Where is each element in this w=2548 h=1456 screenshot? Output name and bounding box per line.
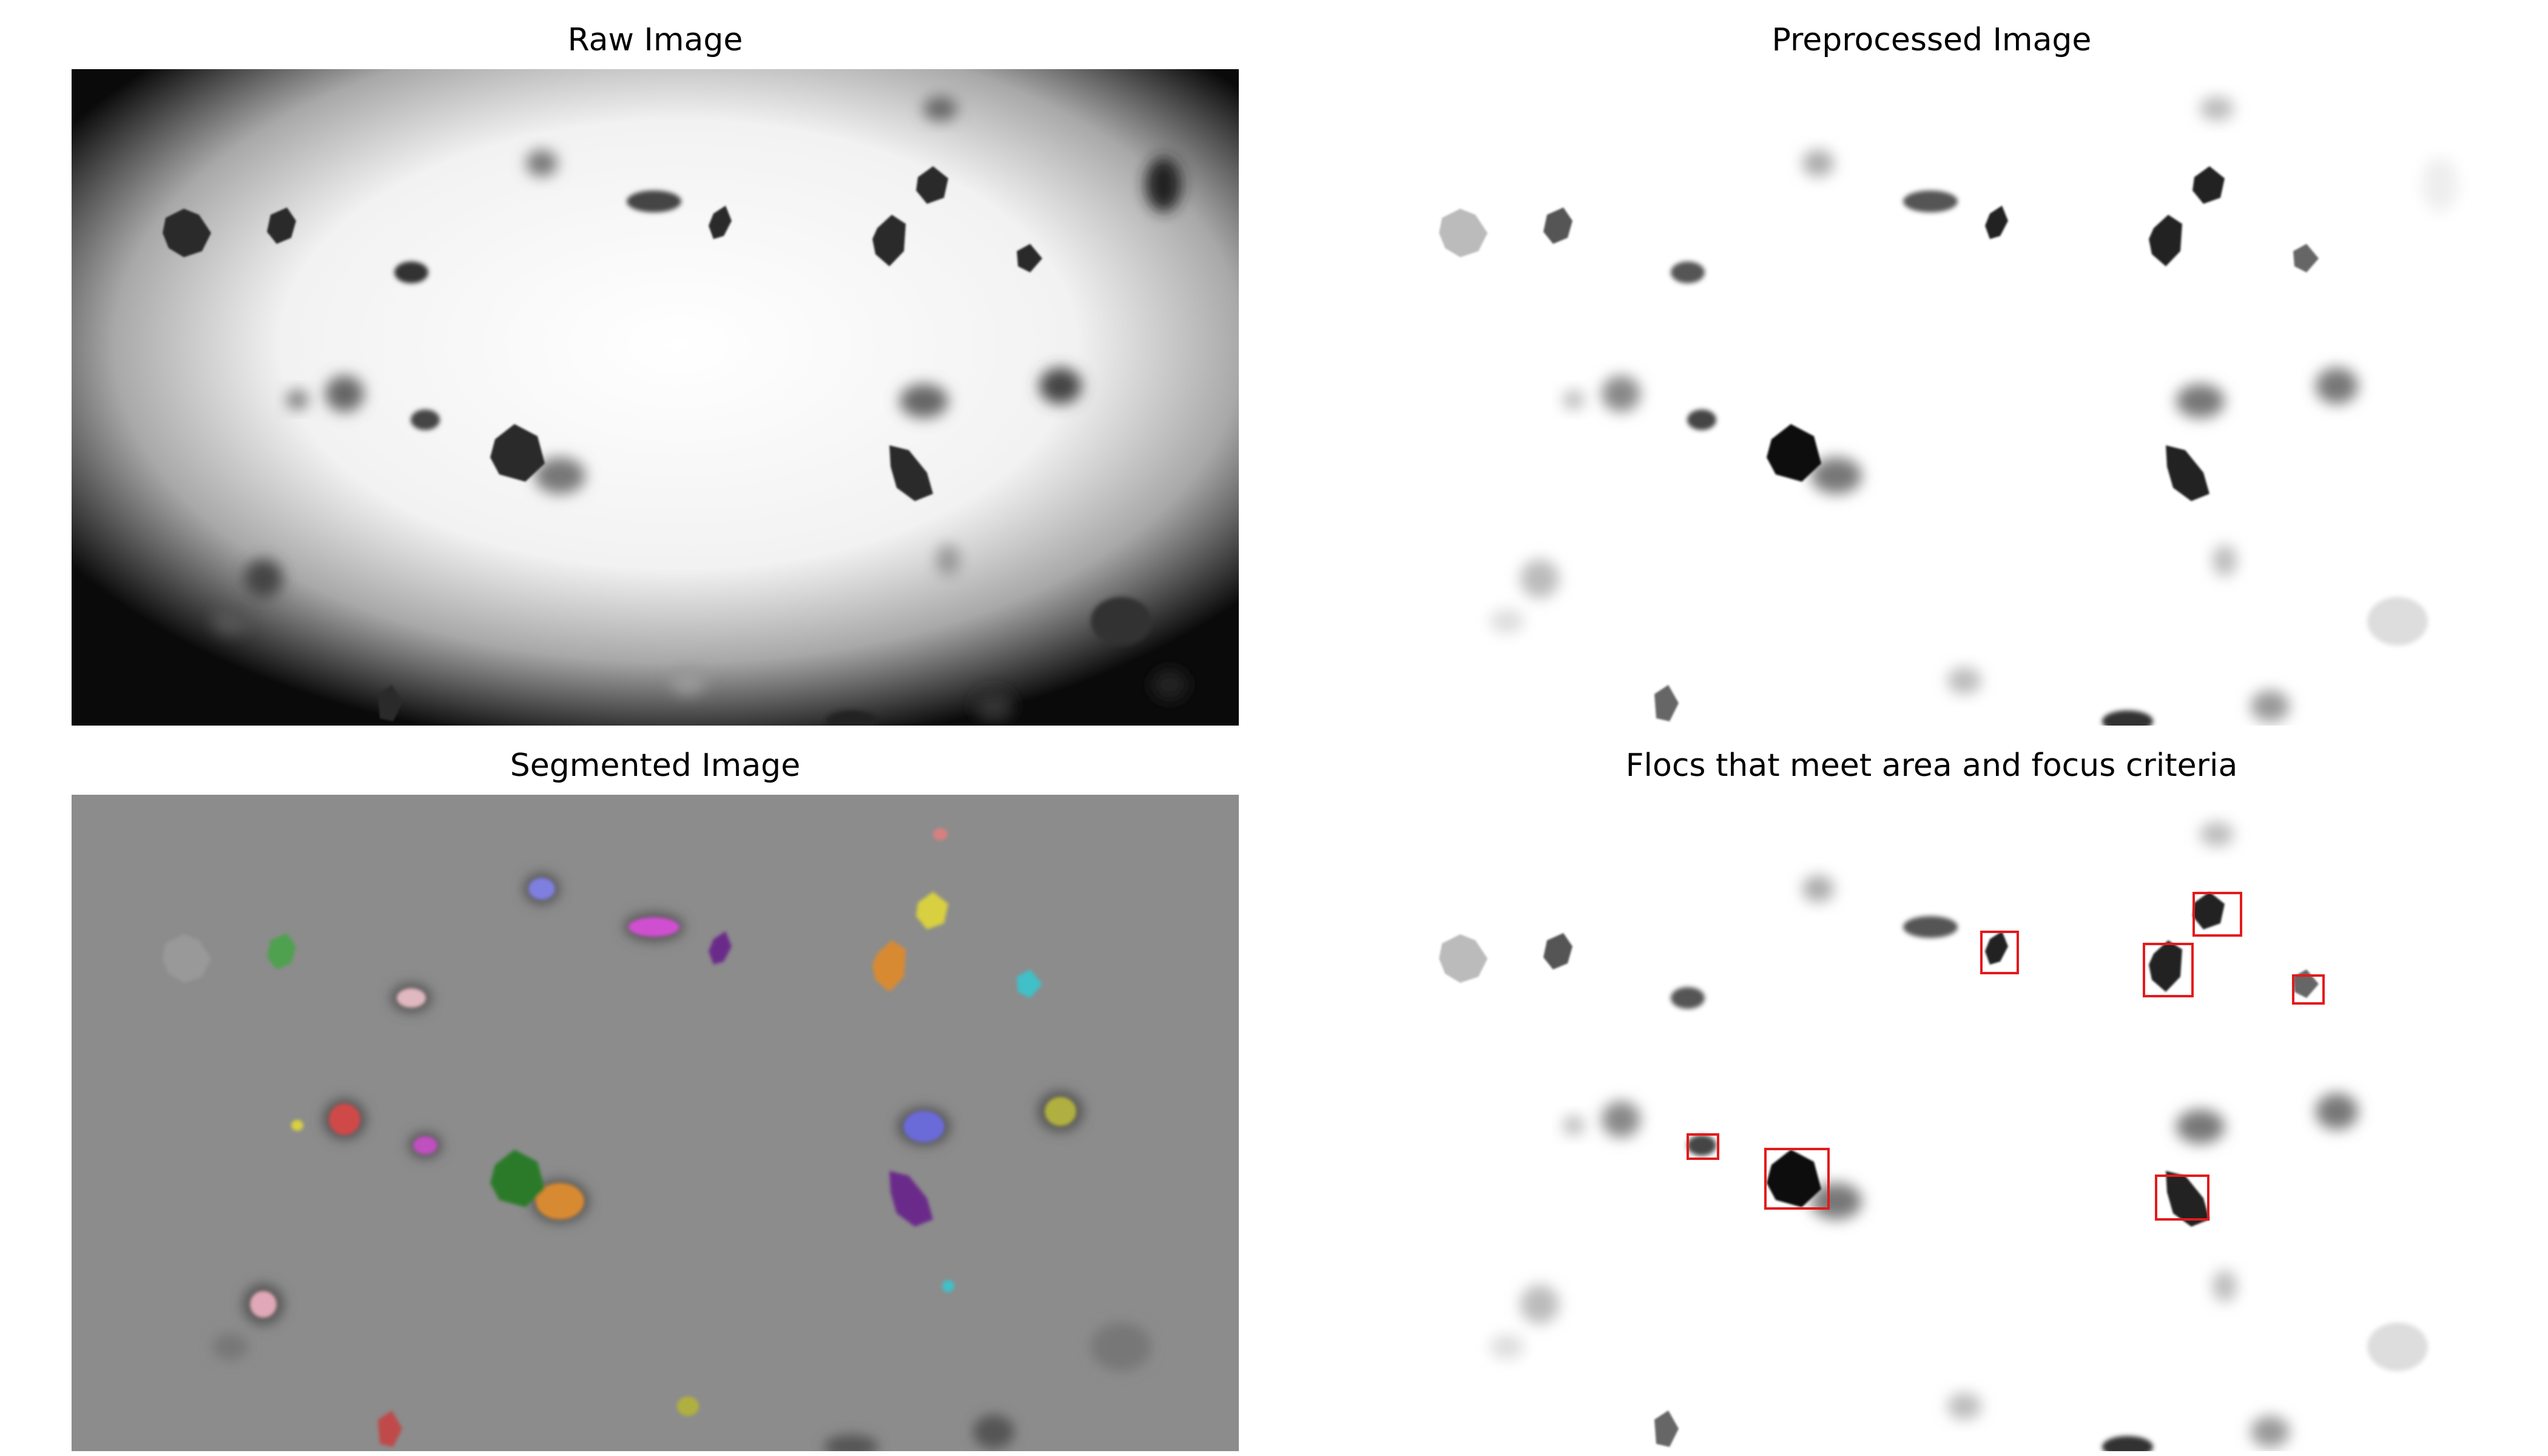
panel-title: Flocs that meet area and focus criteria: [1625, 747, 2238, 784]
detection-boxes: [1687, 892, 2325, 1221]
segments: [163, 828, 1076, 1447]
detection-box: [1980, 931, 2019, 974]
panel-title: Segmented Image: [510, 747, 801, 784]
detection-box: [2143, 943, 2194, 997]
detection-box: [2292, 974, 2325, 1005]
preprocessed-image: [1348, 69, 2515, 726]
filtered-flocs-panel: Flocs that meet area and focus criteria: [1348, 747, 2515, 1451]
detection-box: [2155, 1175, 2209, 1221]
panel-title: Raw Image: [567, 22, 743, 58]
filtered-flocs-image: [1348, 795, 2515, 1451]
detection-box: [1764, 1148, 1830, 1210]
flocs: [1439, 96, 2458, 726]
segmented-image-panel: Segmented Image: [72, 747, 1239, 1451]
segmented-image: [72, 795, 1239, 1451]
flocs: [163, 96, 1188, 726]
detection-box: [1687, 1133, 1719, 1160]
preprocessed-image-panel: Preprocessed Image: [1348, 22, 2515, 726]
flocs: [1439, 822, 2428, 1451]
raw-image: [72, 69, 1239, 726]
panel-title: Preprocessed Image: [1771, 22, 2092, 58]
raw-image-panel: Raw Image: [72, 22, 1239, 726]
detection-box: [2192, 892, 2242, 937]
